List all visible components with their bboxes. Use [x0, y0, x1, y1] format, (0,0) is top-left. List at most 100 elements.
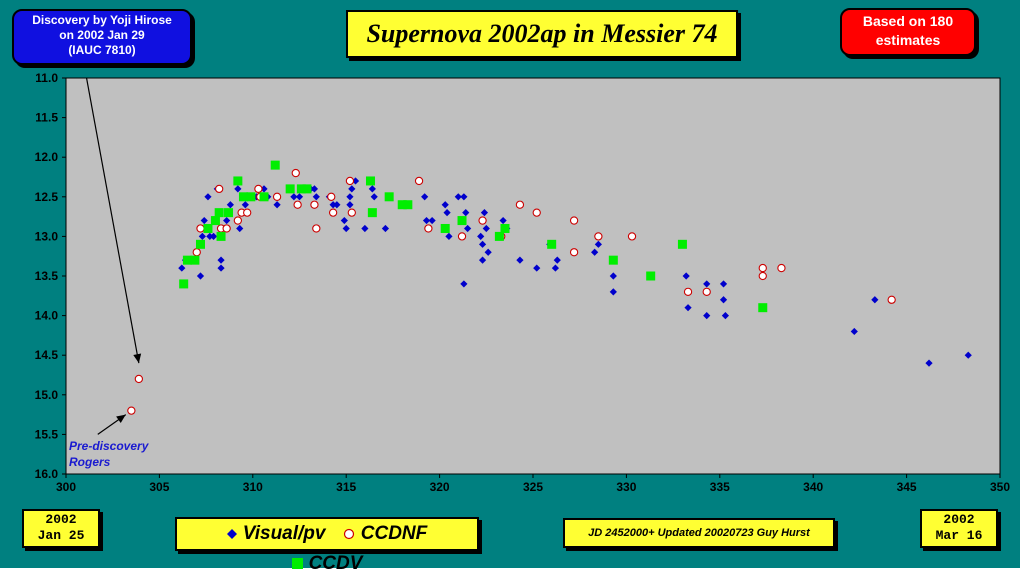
ccdnf-point [777, 263, 786, 273]
start-year: 2002 [45, 512, 77, 527]
ccdnf-point [457, 232, 467, 241]
ccdnf-point [310, 200, 319, 209]
annotation-line-2: Rogers [69, 455, 111, 469]
legend-item-ccdnf: CCDNF [343, 519, 428, 549]
y-tick-label: 12.0 [35, 150, 59, 164]
ccdv-point [203, 223, 213, 233]
end-year: 2002 [943, 512, 975, 527]
visual-point [464, 224, 472, 233]
visual-point [204, 193, 212, 201]
ccdv-point [214, 208, 224, 218]
ccdv-point [233, 176, 243, 186]
y-tick-label: 16.0 [35, 467, 59, 481]
visual-point [422, 216, 431, 225]
ccdnf-point [758, 271, 767, 281]
x-tick-label: 325 [523, 480, 543, 494]
ccdnf-point [127, 406, 136, 415]
visual-point [462, 209, 470, 217]
square-icon [291, 558, 303, 570]
ccdnf-point [254, 184, 263, 194]
visual-point [445, 232, 453, 240]
visual-point [964, 351, 972, 359]
ccdnf-point [347, 208, 356, 217]
ccdnf-point [222, 224, 231, 233]
annotation-arrow-head [116, 414, 126, 424]
y-tick-label: 14.5 [35, 348, 59, 362]
visual-point [209, 232, 218, 240]
ccdv-point [182, 255, 192, 265]
legend-item-ccdv: CCDV [291, 549, 363, 579]
ccdv-point [246, 192, 256, 202]
ccdv-point [210, 216, 220, 226]
y-tick-label: 13.0 [35, 229, 59, 243]
visual-point [241, 201, 249, 209]
visual-point [200, 216, 208, 225]
visual-point [223, 216, 231, 225]
visual-point [480, 209, 489, 217]
ccdnf-point [134, 374, 144, 384]
visual-point [533, 264, 541, 272]
ccdv-point [494, 231, 504, 241]
visual-point [441, 201, 449, 209]
ccdv-point [296, 184, 306, 194]
ccdnf-point [293, 200, 302, 209]
estimates-line-1: Based on 180 [862, 13, 954, 29]
visual-point [703, 280, 711, 288]
ccdnf-point [328, 208, 338, 217]
visual-point [273, 201, 281, 209]
ccdnf-point [312, 224, 321, 233]
visual-point [234, 185, 242, 193]
legend-label-ccdv: CCDV [308, 553, 363, 574]
ccdnf-point [478, 216, 487, 225]
x-tick-label: 350 [990, 480, 1010, 494]
ccdnf-point [192, 248, 201, 257]
y-tick-label: 15.0 [35, 388, 59, 402]
discovery-line-1: Discovery by Yoji Hirose [32, 13, 172, 27]
discovery-note: Discovery by Yoji Hirose on 2002 Jan 29 … [12, 9, 192, 65]
visual-point [217, 264, 225, 272]
visual-point [553, 256, 561, 264]
ccdv-point [397, 200, 407, 210]
ccdv-point [646, 271, 656, 281]
visual-point [499, 216, 507, 225]
legend-label-ccdnf: CCDNF [360, 523, 428, 544]
x-tick-label: 315 [336, 480, 356, 494]
y-tick-label: 11.5 [35, 111, 58, 125]
x-tick-label: 340 [803, 480, 823, 494]
prediscovery-annotation: Pre-discovery Rogers [69, 438, 148, 470]
visual-point [368, 185, 376, 193]
legend-label-visual: Visual/pv [242, 523, 326, 544]
visual-point [609, 288, 617, 296]
visual-point [226, 201, 234, 209]
visual-point [333, 201, 341, 209]
visual-point [351, 177, 360, 185]
circle-icon [343, 528, 354, 540]
ccdv-point [224, 208, 234, 218]
x-tick-label: 310 [243, 480, 263, 494]
ccdnf-point [702, 287, 711, 296]
end-date-box: 2002 Mar 16 [920, 509, 998, 548]
ccdv-point [179, 279, 189, 289]
y-tick-label: 14.0 [35, 309, 59, 323]
ccdnf-point [424, 224, 433, 233]
visual-point [850, 327, 858, 336]
ccdv-point [500, 223, 510, 233]
visual-point [478, 256, 487, 264]
ccdnf-point [594, 232, 603, 241]
start-date-box: 2002 Jan 25 [22, 509, 100, 548]
visual-point [482, 224, 490, 233]
x-tick-label: 320 [430, 480, 450, 494]
visual-point [703, 312, 711, 320]
ccdv-point [384, 192, 394, 202]
x-tick-label: 305 [149, 480, 169, 494]
ccdnf-point [345, 176, 355, 186]
visual-point [551, 264, 560, 272]
visual-point [260, 185, 268, 193]
y-tick-label: 12.5 [35, 190, 59, 204]
ccdnf-point [414, 176, 424, 186]
visual-point [460, 280, 468, 288]
visual-point [719, 296, 728, 304]
ccdnf-point [569, 248, 579, 257]
visual-point [346, 201, 354, 209]
